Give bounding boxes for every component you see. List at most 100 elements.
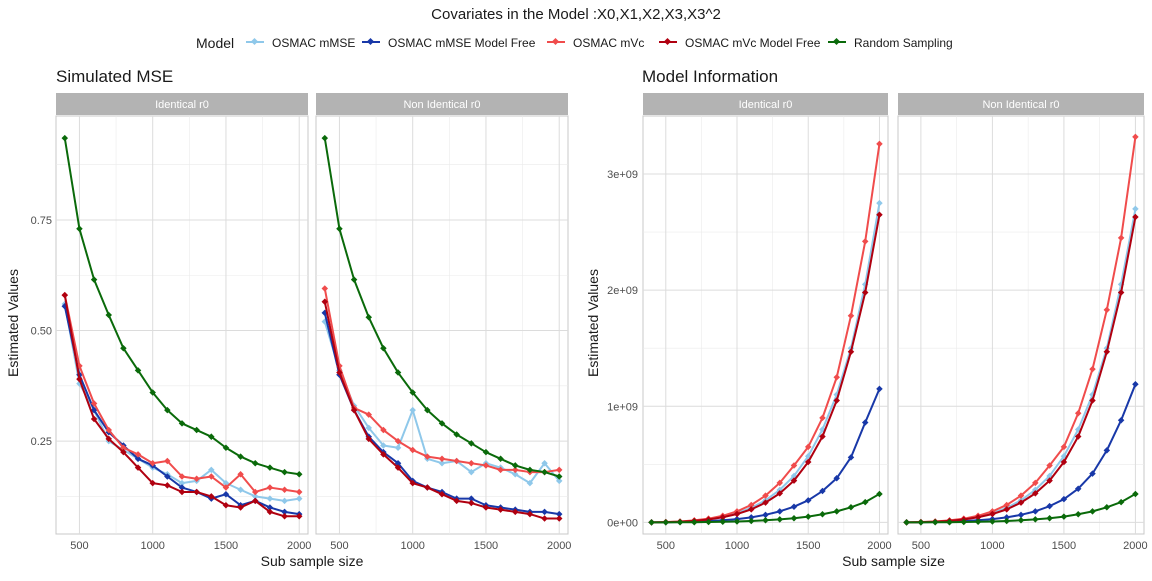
data-point	[266, 464, 274, 471]
data-point	[208, 493, 215, 500]
data-point	[365, 424, 372, 432]
data-point	[76, 375, 83, 383]
legend-key-marker	[551, 37, 560, 46]
data-point	[861, 238, 869, 245]
data-point	[90, 400, 98, 407]
legend-key-marker	[663, 37, 672, 46]
data-point	[193, 488, 200, 496]
legend-label: OSMAC mVc	[573, 36, 644, 50]
data-point	[1003, 506, 1010, 513]
data-point	[409, 479, 416, 487]
data-point	[833, 508, 840, 515]
data-point	[790, 462, 798, 469]
legend-label: OSMAC mMSE Model Free	[388, 36, 536, 50]
data-point	[776, 490, 783, 497]
data-point	[394, 369, 402, 376]
x-tick-label: 500	[330, 540, 348, 552]
x-tick-label: 1500	[474, 540, 498, 552]
legend-label: Random Sampling	[854, 36, 953, 50]
x-tick-label: 1500	[1052, 540, 1076, 552]
y-tick-label: 3e+09	[607, 169, 638, 181]
data-point	[861, 498, 869, 506]
data-point	[847, 504, 855, 511]
series	[321, 134, 563, 480]
series	[648, 490, 883, 526]
data-point	[1017, 517, 1025, 524]
x-tick-label: 1500	[214, 540, 238, 552]
data-point	[178, 420, 186, 427]
data-point	[266, 504, 274, 511]
legend: Model OSMAC mMSE OSMAC mMSE Model Free OSM…	[196, 35, 953, 51]
x-tick-label: 2000	[1123, 540, 1147, 552]
data-point	[266, 495, 274, 502]
data-point	[178, 484, 186, 491]
data-point	[903, 519, 910, 526]
data-point	[876, 385, 883, 393]
data-point	[76, 225, 83, 233]
data-point	[762, 511, 769, 519]
data-point	[762, 499, 769, 506]
data-point	[555, 510, 563, 518]
data-point	[178, 479, 186, 487]
data-point	[222, 444, 230, 451]
data-point	[819, 511, 826, 518]
data-point	[512, 508, 519, 516]
data-point	[149, 459, 156, 467]
data-point	[222, 501, 230, 509]
legend-item: OSMAC mVc	[547, 36, 644, 50]
data-point	[541, 468, 548, 476]
data-point	[134, 464, 142, 471]
data-point	[555, 477, 563, 485]
data-point	[321, 298, 329, 306]
facet-strip	[643, 93, 888, 115]
plot-area	[897, 115, 1145, 535]
data-point	[120, 344, 127, 352]
data-point	[748, 506, 755, 513]
data-point	[295, 471, 303, 478]
x-tick-label: 2000	[867, 540, 891, 552]
data-point	[776, 516, 783, 523]
data-point	[974, 518, 982, 526]
data-point	[281, 508, 288, 516]
data-point	[776, 479, 783, 487]
data-point	[468, 440, 475, 447]
chart-0: Simulated MSE 0.25 0.50 0.75 Estimated Value…	[5, 67, 571, 569]
data-point	[804, 497, 812, 504]
facet-strip	[56, 93, 308, 115]
data-point	[555, 473, 563, 480]
data-point	[222, 484, 230, 491]
y-axis-label: Estimated Values	[585, 269, 601, 377]
legend-item: OSMAC mMSE	[246, 36, 355, 50]
data-point	[468, 495, 475, 502]
data-point	[497, 466, 504, 474]
data-point	[833, 475, 840, 482]
data-point	[861, 419, 869, 426]
data-point	[178, 488, 186, 496]
data-point	[438, 490, 446, 498]
y-tick-label: 1e+09	[607, 401, 638, 413]
data-point	[705, 518, 712, 526]
data-point	[281, 513, 288, 520]
data-point	[438, 459, 446, 467]
facet-strip-label: Non Identical r0	[403, 99, 480, 111]
figure-title: Covariates in the Model :X0,X1,X2,X3,X3^…	[431, 6, 721, 23]
data-point	[105, 311, 112, 319]
data-point	[281, 497, 288, 505]
data-point	[149, 389, 156, 396]
data-point	[512, 471, 519, 478]
data-point	[321, 134, 329, 142]
x-tick-label: 1000	[400, 540, 424, 552]
data-point	[365, 411, 372, 418]
data-point	[208, 466, 215, 474]
data-point	[336, 369, 343, 376]
data-point	[409, 389, 416, 396]
x-tick-label: 500	[657, 540, 675, 552]
data-point	[252, 459, 259, 467]
data-point	[482, 448, 490, 456]
legend-label: OSMAC mMSE	[272, 36, 355, 50]
data-point	[526, 479, 534, 487]
plot-area	[55, 115, 309, 535]
data-point	[861, 289, 869, 296]
